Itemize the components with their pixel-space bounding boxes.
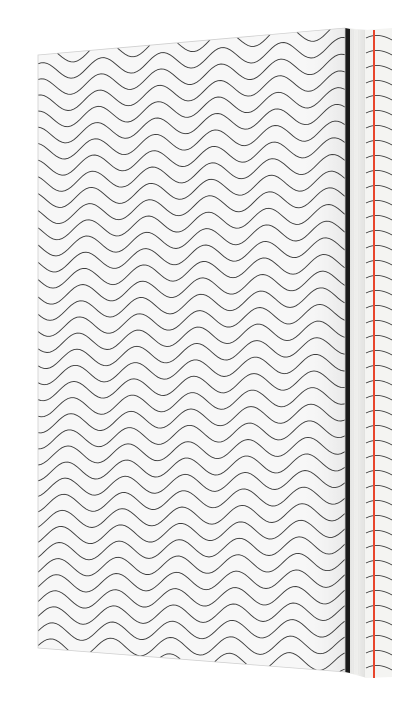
spine-wave-line (365, 290, 392, 296)
spine-wave-line (366, 680, 392, 685)
spine-wave-line (365, 470, 392, 476)
spine-wave-line (365, 590, 392, 596)
spine-wave-line (365, 185, 392, 191)
spine-wave-line (365, 455, 392, 461)
spine-wave-line (365, 530, 392, 536)
page-lines (350, 30, 364, 674)
spine-wave-line (365, 395, 392, 401)
spine-wave-line (365, 485, 392, 491)
spine-wave-line (365, 560, 392, 566)
spine-wave-line (365, 140, 392, 146)
spine-wave-line (365, 305, 392, 311)
cover-edge-shadow (345, 28, 350, 673)
spine-wave-line (365, 650, 392, 656)
spine-wave-line (365, 320, 392, 326)
spine-wave-pattern (365, 35, 392, 685)
spine-wave-line (365, 125, 392, 131)
spine-wave-line (365, 260, 392, 266)
spine-wave-line (365, 275, 392, 281)
spine-wave-line (365, 65, 392, 71)
spine-wave-line (365, 380, 392, 386)
spine-wave-line (365, 95, 392, 101)
spine-wave-line (365, 410, 392, 416)
spine-wave-line (365, 365, 392, 371)
spine-wave-line (365, 335, 392, 341)
spine-wave-line (365, 635, 392, 641)
cover-wave-line (38, 28, 345, 35)
cover-wave-line (20, 0, 359, 18)
cover-shading (38, 28, 345, 672)
spine-wave-line (365, 665, 392, 671)
spine-wave-line (365, 605, 392, 611)
spine-wave-line (365, 245, 392, 251)
spine-wave-line (365, 170, 392, 176)
spine-wave-line (365, 200, 392, 206)
spine-wave-line (365, 425, 392, 431)
cover-wave-line (20, 685, 359, 700)
spine-wave-line (365, 350, 392, 356)
spine-wave-line (365, 575, 392, 581)
spine-wave-line (365, 80, 392, 86)
spine-wave-line (365, 230, 392, 236)
spine-wave-line (365, 215, 392, 221)
spine-wave-line (365, 620, 392, 626)
spine-wave-line (365, 35, 392, 41)
spine-wave-line (365, 440, 392, 446)
spine-wave-line (365, 515, 392, 521)
spine-wave-line (365, 110, 392, 116)
book-spine (365, 28, 392, 678)
spine-wave-line (365, 50, 392, 56)
cover-wave-line (38, 668, 345, 672)
cover-outline (37, 27, 346, 673)
spine-wave-line (365, 155, 392, 161)
spine-wave-line (365, 545, 392, 551)
spine-wave-line (365, 500, 392, 506)
